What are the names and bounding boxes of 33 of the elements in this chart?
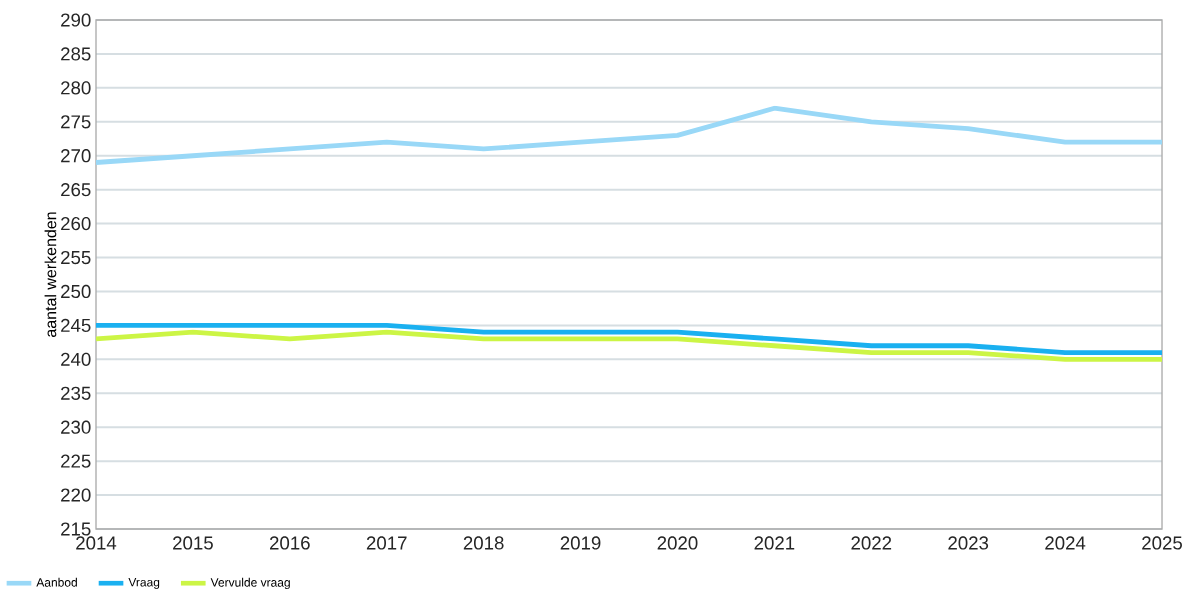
y-tick-label: 220 — [61, 488, 91, 502]
x-tick-label: 2016 — [270, 536, 310, 550]
x-tick-label: 2017 — [366, 536, 407, 550]
x-tick-label: 2023 — [948, 536, 989, 550]
y-tick-label: 260 — [61, 216, 91, 231]
y-tick-label: 230 — [61, 420, 91, 434]
y-tick-label: 275 — [61, 115, 91, 129]
x-tick-label: 2014 — [76, 536, 117, 550]
legend-label: Vraag — [128, 578, 160, 589]
y-tick-label: 245 — [61, 318, 91, 333]
y-axis-title: aantal werkenden — [44, 212, 57, 337]
y-tick-label: 225 — [61, 454, 91, 468]
x-tick-label: 2020 — [657, 536, 698, 550]
x-tick-label: 2024 — [1045, 536, 1086, 550]
legend-label: Aanbod — [36, 577, 77, 587]
y-tick-label: 240 — [61, 352, 91, 366]
y-tick-label: 255 — [61, 250, 91, 265]
x-tick-label: 2022 — [851, 536, 892, 550]
line-series — [96, 105, 1163, 165]
y-tick-label: 270 — [61, 149, 91, 163]
x-tick-label: 2018 — [463, 536, 504, 550]
y-tick-label: 290 — [61, 13, 91, 27]
y-tick-label: 285 — [61, 47, 91, 61]
x-tick-label: 2025 — [1142, 536, 1182, 550]
y-tick-label: 215 — [61, 522, 91, 536]
y-tick-label: 280 — [61, 81, 91, 95]
legend-label: Vervulde vraag — [210, 577, 290, 590]
y-tick-label: 250 — [61, 284, 91, 299]
y-tick-label: 235 — [61, 386, 91, 400]
x-tick-label: 2015 — [173, 536, 213, 550]
y-tick-label: 265 — [61, 183, 91, 197]
x-tick-label: 2021 — [754, 536, 795, 550]
x-tick-label: 2019 — [560, 536, 601, 550]
